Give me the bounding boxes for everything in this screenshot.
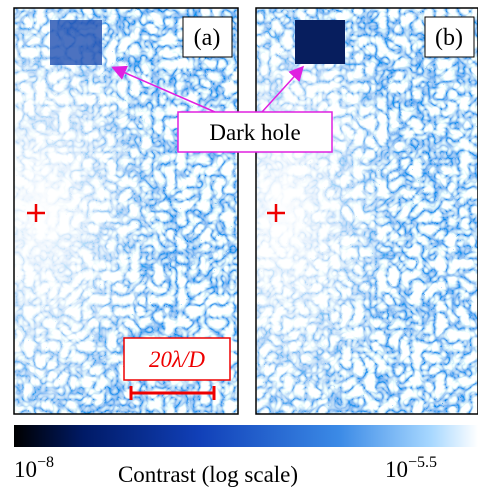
panel-label: (b) (435, 25, 463, 51)
scale-bar-box (123, 337, 231, 381)
panel-label-box (182, 16, 233, 58)
arrow (261, 65, 305, 113)
colorbar-max: 10−5.5 (385, 454, 437, 482)
colorbar-min: 10−8 (14, 454, 54, 482)
annotation: Dark hole (209, 120, 300, 145)
annotation-box (177, 111, 333, 153)
colorbar-label: Contrast (log scale) (118, 462, 298, 487)
colorbar (14, 425, 478, 447)
scale-bar-label: 20λ/D (149, 347, 205, 372)
panel-b (256, 8, 478, 414)
scale-bar (129, 386, 216, 400)
panel-frame (255, 7, 478, 415)
panel-label: (a) (194, 25, 221, 51)
star-marker (27, 204, 285, 222)
arrow (111, 65, 216, 113)
panel-frame (13, 7, 239, 415)
panel-label-box (424, 16, 475, 58)
